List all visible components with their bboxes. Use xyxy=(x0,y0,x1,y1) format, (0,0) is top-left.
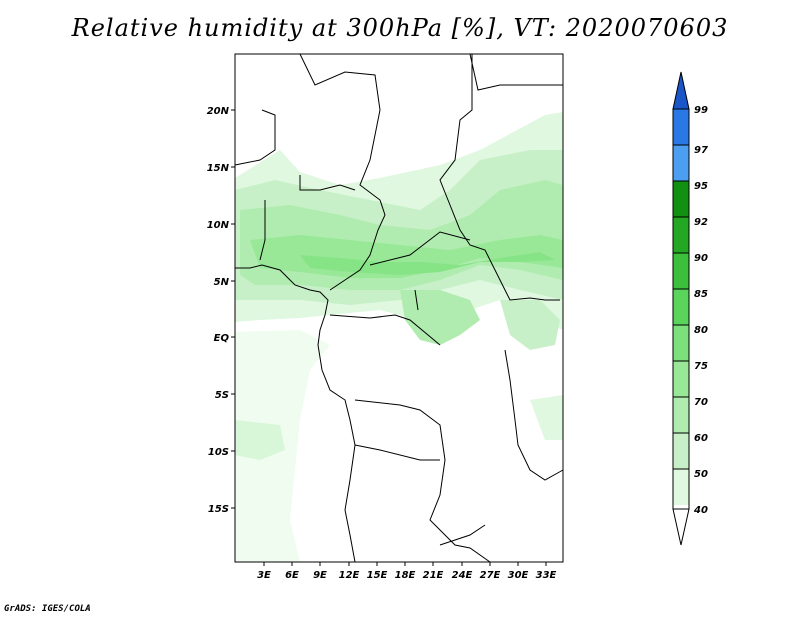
colorbar-swatch-50 xyxy=(673,433,689,469)
country-borders xyxy=(234,53,564,563)
colorbar-swatch-85 xyxy=(673,253,689,289)
colorbar-label-92: 92 xyxy=(694,217,708,228)
colorbar-swatch-95 xyxy=(673,145,689,181)
colorbar-swatch-60 xyxy=(673,397,689,433)
colorbar: 40 50 60 70 75 80 85 90 92 95 97 99 xyxy=(672,71,708,546)
lat-label-10n: 10N xyxy=(207,220,230,231)
colorbar-swatch-80 xyxy=(673,289,689,325)
lat-label-10s: 10S xyxy=(208,447,229,458)
lon-label-12e: 12E xyxy=(339,570,360,581)
colorbar-swatch-75 xyxy=(673,325,689,361)
lon-label-18e: 18E xyxy=(395,570,416,581)
colorbar-label-70: 70 xyxy=(694,397,708,408)
lon-label-33e: 33E xyxy=(536,570,557,581)
grads-credit: GrADS: IGES/COLA xyxy=(4,604,91,614)
colorbar-label-80: 80 xyxy=(694,325,708,336)
colorbar-swatch-92 xyxy=(673,181,689,217)
colorbar-label-90: 90 xyxy=(694,253,708,264)
lon-label-30e: 30E xyxy=(508,570,529,581)
chart-title: Relative humidity at 300hPa [%], VT: 202… xyxy=(71,14,729,42)
colorbar-label-95: 95 xyxy=(694,181,708,192)
longitude-axis: 3E 6E 9E 12E 15E 18E 21E 24E 27E 30E 33E xyxy=(257,562,557,581)
colorbar-swatch-40 xyxy=(673,469,689,505)
map-area xyxy=(234,53,564,563)
colorbar-swatch-97 xyxy=(673,109,689,145)
lon-label-15e: 15E xyxy=(367,570,388,581)
lon-label-3e: 3E xyxy=(257,570,271,581)
colorbar-label-60: 60 xyxy=(694,433,708,444)
colorbar-swatch-below-40 xyxy=(672,508,690,546)
lat-label-eq: EQ xyxy=(214,333,230,344)
colorbar-swatch-90 xyxy=(673,217,689,253)
latitude-axis: 20N 15N 10N 5N EQ 5S 10S 15S xyxy=(207,106,235,515)
lon-label-27e: 27E xyxy=(480,570,501,581)
colorbar-label-97: 97 xyxy=(694,145,708,156)
colorbar-label-50: 50 xyxy=(694,469,708,480)
lon-label-6e: 6E xyxy=(285,570,299,581)
map-frame xyxy=(234,53,564,563)
colorbar-swatch-70 xyxy=(673,361,689,397)
lon-label-21e: 21E xyxy=(423,570,444,581)
colorbar-label-75: 75 xyxy=(694,361,708,372)
humidity-shading xyxy=(235,112,563,562)
lat-label-20n: 20N xyxy=(207,106,230,117)
colorbar-label-40: 40 xyxy=(693,505,708,516)
lon-label-24e: 24E xyxy=(452,570,473,581)
colorbar-label-99: 99 xyxy=(694,105,708,116)
lat-label-15s: 15S xyxy=(208,504,229,515)
lat-label-5n: 5N xyxy=(214,277,230,288)
colorbar-swatch-99-plus xyxy=(672,71,690,110)
lon-label-9e: 9E xyxy=(313,570,327,581)
lat-label-15n: 15N xyxy=(207,163,230,174)
lat-label-5s: 5S xyxy=(215,390,229,401)
colorbar-label-85: 85 xyxy=(694,289,708,300)
